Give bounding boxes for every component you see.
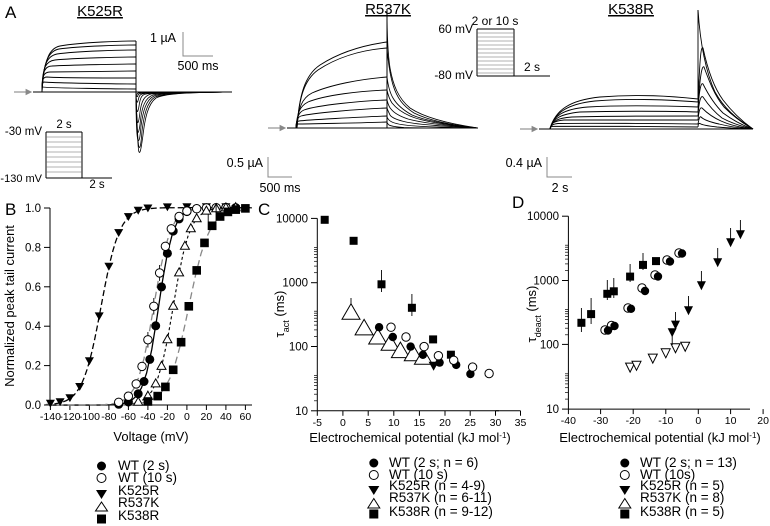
svg-text:10: 10 xyxy=(295,406,308,418)
svg-text:0.4 µA: 0.4 µA xyxy=(506,156,543,170)
svg-text:2 s: 2 s xyxy=(56,119,72,131)
svg-text:0.2: 0.2 xyxy=(25,361,41,373)
svg-text:100: 100 xyxy=(289,342,308,354)
svg-text:R537K (n = 8): R537K (n = 8) xyxy=(640,490,724,505)
svg-text:60 mV: 60 mV xyxy=(438,22,473,36)
svg-text:0: 0 xyxy=(184,411,190,423)
svg-text:1000: 1000 xyxy=(282,278,308,290)
svg-text:10000: 10000 xyxy=(276,213,308,225)
svg-text:20: 20 xyxy=(439,417,451,429)
svg-text:-30 mV: -30 mV xyxy=(5,126,42,138)
svg-text:R537K (n = 6-11): R537K (n = 6-11) xyxy=(389,490,492,505)
svg-text:-60: -60 xyxy=(121,411,136,423)
svg-text:1.0: 1.0 xyxy=(25,203,41,215)
svg-text:-5: -5 xyxy=(313,417,322,429)
svg-text:D: D xyxy=(512,193,524,212)
svg-text:-20: -20 xyxy=(160,411,175,423)
svg-text:0: 0 xyxy=(695,415,701,427)
svg-text:-10: -10 xyxy=(658,415,673,427)
svg-text:100: 100 xyxy=(540,339,559,351)
svg-text:-130 mV: -130 mV xyxy=(0,173,42,185)
svg-text:500 ms: 500 ms xyxy=(178,59,219,73)
svg-text:K538R (n = 9-12): K538R (n = 9-12) xyxy=(389,504,493,519)
svg-text:30: 30 xyxy=(490,417,502,429)
svg-text:-120: -120 xyxy=(59,411,80,423)
svg-text:0.4: 0.4 xyxy=(25,321,42,333)
svg-text:0.0: 0.0 xyxy=(25,400,41,412)
svg-text:A: A xyxy=(5,3,17,22)
svg-text:0: 0 xyxy=(340,417,346,429)
svg-text:2 s: 2 s xyxy=(89,179,105,191)
svg-text:40: 40 xyxy=(220,411,232,423)
svg-text:-20: -20 xyxy=(626,415,641,427)
svg-text:Electrochemical potential (kJ: Electrochemical potential (kJ mol-1) xyxy=(309,430,511,445)
svg-text:-80: -80 xyxy=(101,411,116,423)
svg-text:15: 15 xyxy=(414,417,426,429)
svg-text:0.8: 0.8 xyxy=(25,242,41,254)
svg-text:-30: -30 xyxy=(593,415,608,427)
svg-text:10000: 10000 xyxy=(527,211,559,223)
svg-text:C: C xyxy=(258,200,270,219)
svg-text:R537K: R537K xyxy=(365,1,411,18)
svg-text:2 s: 2 s xyxy=(552,181,569,195)
svg-text:20: 20 xyxy=(201,411,213,423)
svg-text:-80 mV: -80 mV xyxy=(434,68,473,82)
svg-text:35: 35 xyxy=(515,417,527,429)
svg-text:B: B xyxy=(5,200,16,219)
svg-text:-100: -100 xyxy=(79,411,100,423)
svg-text:500 ms: 500 ms xyxy=(260,181,301,195)
svg-text:Normalized peak tail current: Normalized peak tail current xyxy=(2,225,17,387)
svg-text:-140: -140 xyxy=(40,411,61,423)
svg-text:60: 60 xyxy=(240,411,252,423)
svg-text:K538R (n = 5): K538R (n = 5) xyxy=(640,504,724,519)
svg-text:10: 10 xyxy=(388,417,400,429)
svg-text:20: 20 xyxy=(757,415,769,427)
svg-text:-40: -40 xyxy=(140,411,155,423)
svg-text:1 µA: 1 µA xyxy=(150,31,177,45)
svg-text:Electrochemical potential (kJ: Electrochemical potential (kJ mol-1) xyxy=(559,430,761,445)
svg-text:K538R: K538R xyxy=(118,508,160,523)
svg-text:5: 5 xyxy=(365,417,371,429)
svg-text:-40: -40 xyxy=(561,415,576,427)
svg-text:K525R: K525R xyxy=(77,3,123,20)
svg-text:10: 10 xyxy=(725,415,737,427)
svg-text:0.5 µA: 0.5 µA xyxy=(227,156,264,170)
svg-text:Voltage (mV): Voltage (mV) xyxy=(113,429,188,444)
svg-text:0.6: 0.6 xyxy=(25,282,41,294)
svg-text:25: 25 xyxy=(464,417,476,429)
svg-text:2 s: 2 s xyxy=(524,60,540,74)
svg-text:10: 10 xyxy=(546,404,559,416)
svg-text:2 or 10 s: 2 or 10 s xyxy=(472,14,519,28)
svg-text:K538R: K538R xyxy=(608,1,654,18)
